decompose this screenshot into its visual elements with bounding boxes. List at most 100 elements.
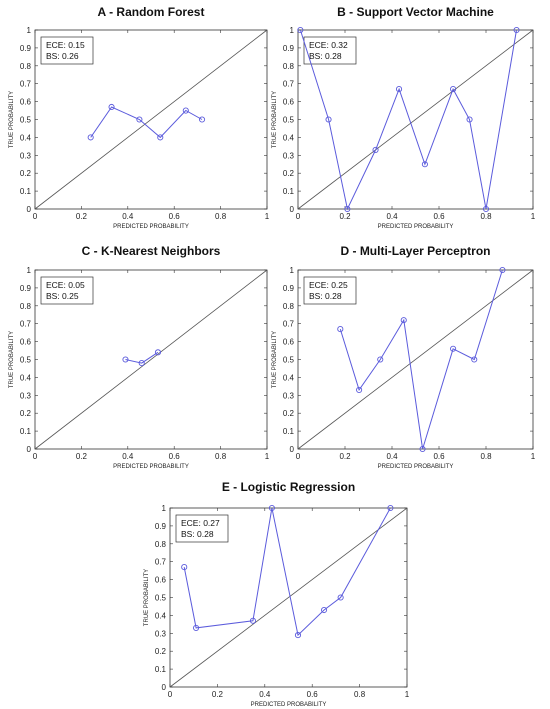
y-tick-label: 0.3 [283,391,295,400]
y-tick-label: 0.2 [20,169,32,178]
y-tick-label: 0.9 [20,44,32,53]
data-point [193,624,200,631]
ece-value: ECE: 0.15 [46,40,85,50]
data-point [344,205,351,213]
chart-title: B - Support Vector Machine [337,5,494,19]
ece-value: ECE: 0.32 [309,40,348,50]
y-axis-label: TRUE PROBABILITY [9,91,15,148]
x-tick-label: 1 [265,452,270,461]
y-tick-label: 0.2 [155,647,167,656]
y-tick-label: 0.8 [20,302,32,311]
x-tick-label: 0.6 [307,690,319,699]
x-axis-label: PREDICTED PROBABILITY [378,224,454,230]
bs-value: BS: 0.28 [181,529,214,539]
data-point [419,445,426,453]
data-point [466,116,473,123]
x-tick-label: 0 [168,690,173,699]
x-axis-label: PREDICTED PROBABILITY [113,464,189,470]
x-tick-label: 0.4 [122,452,134,461]
chart-title: E - Logistic Regression [222,480,355,494]
data-point [154,349,162,356]
y-tick-label: 0.8 [20,62,32,71]
chart-panel-4: E - Logistic Regression 0 0.1 0.2 0.3 0.4 0.5 0… [144,480,410,708]
bs-value: BS: 0.28 [309,291,342,301]
y-tick-label: 1 [27,266,32,275]
y-tick-label: 0.8 [283,302,295,311]
data-point [450,345,457,352]
y-tick-label: 0.5 [283,116,295,125]
data-point [268,504,275,512]
chart-panel-3: D - Multi-Layer Perceptron 0 0.1 0.2 0.3 0.4 0… [272,244,536,470]
y-tick-label: 0.5 [20,356,32,365]
y-tick-label: 0.6 [20,338,32,347]
y-tick-label: 0.4 [283,133,295,142]
y-tick-label: 1 [27,26,32,35]
chart-panel-0: A - Random Forest 0 0.1 0.2 0.3 0.4 0.5 0.6 0.7 0… [9,5,270,230]
x-tick-label: 0 [296,212,301,221]
reference-diagonal [34,29,268,210]
y-tick-label: 0.1 [283,427,295,436]
data-point [136,116,143,123]
data-point [325,116,332,123]
y-tick-label: 0.8 [155,540,167,549]
y-tick-label: 0.3 [155,629,167,638]
data-point [249,617,256,624]
bs-value: BS: 0.26 [46,51,79,61]
y-tick-label: 0.4 [155,611,167,620]
x-axis-label: PREDICTED PROBABILITY [113,224,189,230]
y-tick-label: 0.6 [20,98,32,107]
x-tick-label: 0 [296,452,301,461]
data-point [182,107,189,114]
y-tick-label: 1 [290,266,295,275]
x-axis-label: PREDICTED PROBABILITY [251,702,327,708]
x-tick-label: 0.4 [386,452,398,461]
y-tick-label: 0.1 [283,187,295,196]
x-tick-label: 0.6 [433,212,445,221]
x-tick-label: 0.6 [169,212,181,221]
metrics-box [303,36,357,65]
data-point [138,360,145,367]
ece-value: ECE: 0.25 [309,280,348,290]
x-tick-label: 1 [265,212,270,221]
y-tick-label: 0 [162,683,167,692]
y-tick-label: 0.7 [155,558,167,567]
data-point [108,103,115,111]
x-tick-label: 0.6 [169,452,181,461]
y-tick-label: 0.8 [283,62,295,71]
data-point [297,26,304,34]
bs-value: BS: 0.25 [46,291,79,301]
x-tick-label: 0.8 [354,690,366,699]
y-axis-label: TRUE PROBABILITY [9,331,15,388]
y-tick-label: 0.9 [283,44,295,53]
x-tick-label: 0.8 [480,212,492,221]
y-tick-label: 0.2 [283,409,295,418]
x-tick-label: 0.8 [215,452,227,461]
x-tick-label: 0.2 [76,452,88,461]
calibration-curve [90,106,203,139]
metrics-box [303,276,357,305]
data-point [320,606,328,614]
data-point [337,594,344,601]
chart-title: C - K-Nearest Neighbors [82,244,221,258]
data-point [395,86,403,93]
calibration-curve [125,351,159,364]
y-tick-label: 0.5 [20,116,32,125]
data-point [198,116,206,123]
ece-value: ECE: 0.27 [181,518,220,528]
calibration-curve [299,29,517,211]
y-tick-label: 0.9 [283,284,295,293]
chart-panel-1: B - Support Vector Machine 0 0.1 0.2 0.3 0.4 0… [272,5,536,230]
y-tick-label: 0.4 [20,373,32,382]
y-tick-label: 0.1 [20,427,32,436]
data-point [294,632,302,639]
data-point [387,504,394,512]
metrics-box [40,36,94,65]
y-tick-label: 0.7 [283,80,295,89]
y-tick-label: 0.5 [283,356,295,365]
metrics-box [40,276,94,305]
data-point [372,146,379,153]
reference-diagonal [34,269,268,450]
y-tick-label: 0.7 [20,320,32,329]
chart-panel-2: C - K-Nearest Neighbors 0 0.1 0.2 0.3 0.4 0.5 0… [9,244,270,470]
